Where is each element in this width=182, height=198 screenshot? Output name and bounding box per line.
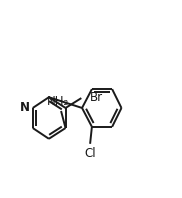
Text: N: N [20, 101, 30, 114]
Text: Br: Br [89, 91, 102, 104]
Text: NH₂: NH₂ [47, 95, 70, 108]
Text: Cl: Cl [84, 147, 96, 160]
